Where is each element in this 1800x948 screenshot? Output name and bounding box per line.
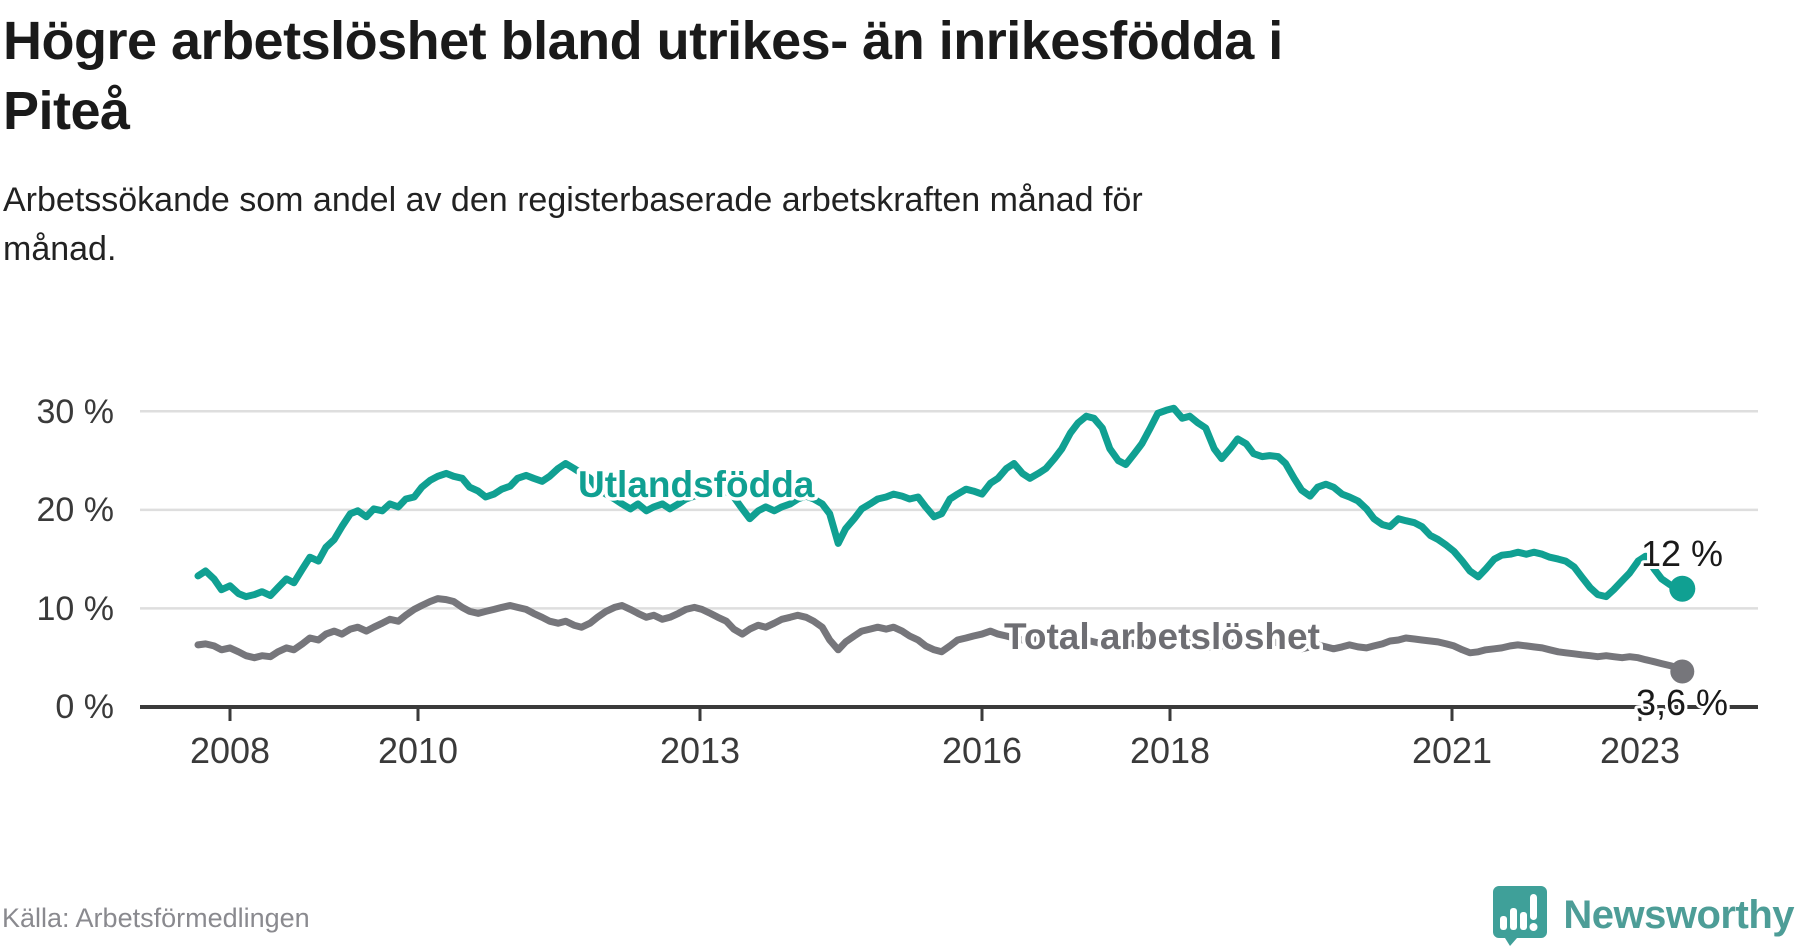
- x-tick-label-2018: 2018: [1130, 730, 1210, 771]
- x-tick-label-2021: 2021: [1412, 730, 1492, 771]
- chart-subtitle-line-2: månad.: [3, 230, 117, 268]
- total-endpoint-dot: [1670, 659, 1695, 684]
- newsworthy-wordmark: Newsworthy: [1563, 892, 1794, 937]
- y-tick-label-0: 0 %: [55, 688, 114, 726]
- total-series-label: Total arbetslöshet: [1004, 616, 1320, 657]
- total-end-value-label: 3,6 %: [1636, 682, 1728, 723]
- x-tick-label-2010: 2010: [378, 730, 458, 771]
- utlandsfodda-end-value-label: 12 %: [1641, 533, 1723, 574]
- chart-subtitle-line-1: Arbetssökande som andel av den registerb…: [3, 181, 1143, 219]
- total-arbetsloshet-line: [194, 595, 1686, 675]
- x-tick-label-2016: 2016: [942, 730, 1022, 771]
- y-axis-labels: 30 % 20 % 10 % 0 %: [37, 393, 115, 726]
- newsworthy-logo[interactable]: Newsworthy: [1491, 884, 1794, 946]
- chart-title-line-2: Piteå: [3, 81, 130, 141]
- utlandsfodda-series-label: Utlandsfödda: [578, 464, 815, 505]
- chart-title: Högre arbetslöshet bland utrikes- än inr…: [3, 6, 1283, 146]
- y-tick-label-10: 10 %: [37, 590, 115, 628]
- utlandsfodda-line: [194, 404, 1686, 601]
- x-axis: 2008 2010 2013 2016 2018 2021 2023: [140, 705, 1758, 771]
- newsworthy-chart-bubble-icon: [1493, 886, 1548, 946]
- x-tick-label-2013: 2013: [660, 730, 740, 771]
- x-tick-label-2008: 2008: [190, 730, 270, 771]
- utlandsfodda-endpoint-dot: [1669, 575, 1696, 602]
- chart-subtitle: Arbetssökande som andel av den registerb…: [3, 176, 1143, 274]
- x-tick-label-2023: 2023: [1600, 730, 1680, 771]
- source-caption: Källa: Arbetsförmedlingen: [2, 903, 310, 933]
- chart-title-line-1: Högre arbetslöshet bland utrikes- än inr…: [3, 11, 1283, 71]
- y-tick-label-20: 20 %: [37, 491, 115, 529]
- y-tick-label-30: 30 %: [37, 393, 115, 431]
